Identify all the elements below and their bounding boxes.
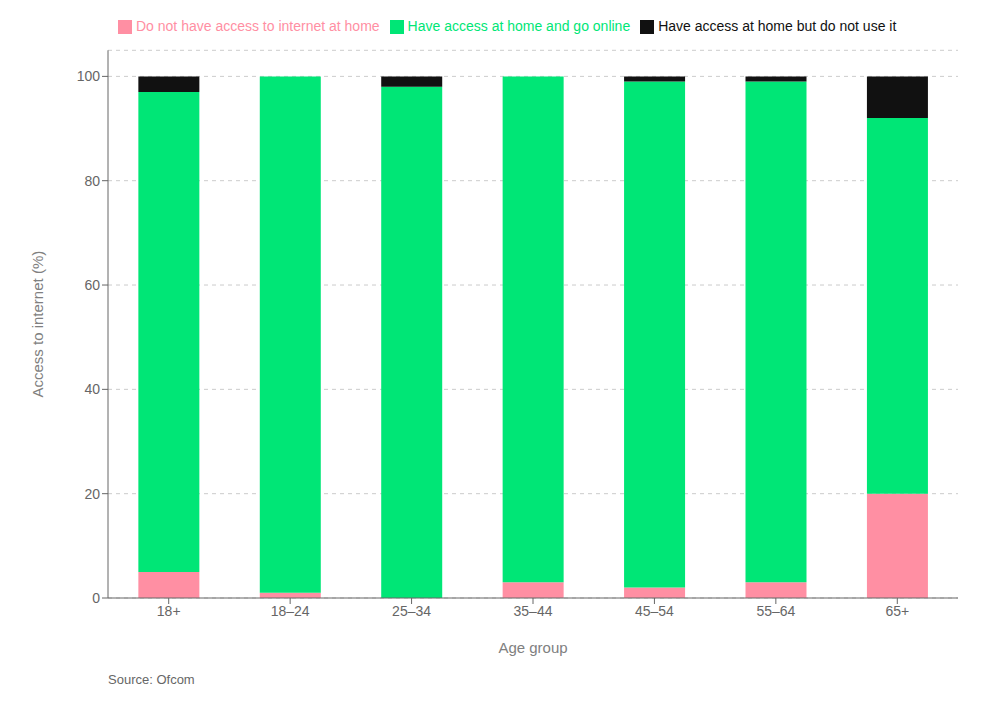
svg-text:100: 100 [77,68,101,84]
svg-text:40: 40 [84,381,100,397]
svg-text:45–54: 45–54 [635,603,674,619]
html-text:Do not have access to internet: Do not have access to internet at home [136,18,380,34]
svg-text:Age group: Age group [498,639,567,656]
svg-text:25–34: 25–34 [392,603,431,619]
html-text:Have access at home and go onl: Have access at home and go online [407,18,631,34]
svg-text:60: 60 [84,277,100,293]
svg-text:55–64: 55–64 [756,603,795,619]
svg-text:80: 80 [84,173,100,189]
svg-text:20: 20 [84,486,100,502]
svg-text:35–44: 35–44 [514,603,553,619]
svg-text:Access to internet (%): Access to internet (%) [29,251,46,398]
svg-text:18–24: 18–24 [271,603,310,619]
svg-text:0: 0 [92,590,100,606]
svg-text:18+: 18+ [157,603,181,619]
html-text:Source: Ofcom: Source: Ofcom [108,672,195,687]
svg-text:65+: 65+ [885,603,909,619]
html-text:Have access at home but do not: Have access at home but do not use it [658,18,897,34]
